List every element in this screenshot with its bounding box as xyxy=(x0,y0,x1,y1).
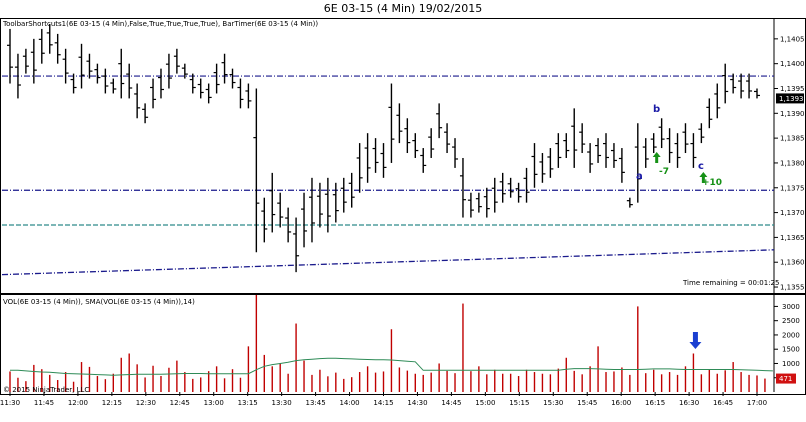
time-tick-label: 16:00 xyxy=(611,399,631,407)
price-tick-label: 1,1395 xyxy=(780,85,805,93)
price-tick-label: 1,1400 xyxy=(780,60,805,68)
annotation-plus10: +10 xyxy=(702,178,723,188)
time-tick-label: 12:00 xyxy=(68,399,88,407)
trendline xyxy=(1,249,775,276)
last-volume-tag xyxy=(776,373,796,384)
annotation-b: b xyxy=(653,104,661,115)
price-tick-label: 1,1380 xyxy=(780,159,805,167)
last-price-tag xyxy=(776,93,804,104)
price-indicator-label: ToolbarShortcuts1(6E 03-15 (4 Min),False… xyxy=(3,20,319,28)
volume-tick-label: 1500 xyxy=(782,346,800,354)
time-remaining-label: Time remaining = 00:01:25 xyxy=(683,279,780,287)
annotation-a: a xyxy=(636,171,643,182)
price-tick-label: 1,1370 xyxy=(780,209,805,217)
window-title: 6E 03-15 (4 Min) 19/02/2015 xyxy=(323,2,483,15)
price-tick-label: 1,1385 xyxy=(780,135,805,143)
time-tick-label: 16:30 xyxy=(679,399,699,407)
time-tick-label: 12:15 xyxy=(102,399,122,407)
time-tick-label: 16:45 xyxy=(713,399,733,407)
arrow-down-icon xyxy=(689,332,702,349)
time-tick-label: 15:45 xyxy=(577,399,597,407)
sma-line xyxy=(10,357,773,376)
price-tick-label: 1,1390 xyxy=(780,110,805,118)
last-price-label: 1,1393 xyxy=(779,95,804,103)
time-tick-label: 14:00 xyxy=(339,399,359,407)
time-tick-label: 15:15 xyxy=(509,399,529,407)
arrow-up-icon xyxy=(699,172,708,183)
arrow-up-icon xyxy=(652,152,661,163)
last-volume-label: 471 xyxy=(779,375,792,383)
price-tick-label: 1,1365 xyxy=(780,234,805,242)
time-tick-label: 13:30 xyxy=(272,399,292,407)
price-tick-label: 1,1375 xyxy=(780,184,805,192)
time-tick-label: 14:15 xyxy=(373,399,393,407)
volume-tick-label: 2000 xyxy=(782,331,800,339)
annotation-minus7: -7 xyxy=(659,167,669,177)
time-tick-label: 17:00 xyxy=(747,399,767,407)
time-tick-label: 16:15 xyxy=(645,399,665,407)
time-tick-label: 15:00 xyxy=(475,399,495,407)
time-tick-label: 11:30 xyxy=(0,399,20,407)
time-tick-label: 13:15 xyxy=(238,399,258,407)
annotation-c: c xyxy=(698,161,704,172)
time-tick-label: 11:45 xyxy=(34,399,54,407)
volume-tick-label: 2500 xyxy=(782,317,800,325)
price-tick-label: 1,1360 xyxy=(780,259,805,267)
time-tick-label: 13:00 xyxy=(204,399,224,407)
time-tick-label: 13:45 xyxy=(305,399,325,407)
copyright-label: © 2015 NinjaTrader, LLC xyxy=(3,386,90,394)
volume-indicator-label: VOL(6E 03-15 (4 Min)), SMA(VOL(6E 03-15 … xyxy=(3,298,195,306)
price-tick-label: 1,1355 xyxy=(780,284,805,292)
price-tick-label: 1,1405 xyxy=(780,35,805,43)
volume-tick-label: 3000 xyxy=(782,303,800,311)
time-tick-label: 15:30 xyxy=(543,399,563,407)
volume-tick-label: 1000 xyxy=(782,360,800,368)
time-tick-label: 12:30 xyxy=(136,399,156,407)
time-tick-label: 14:30 xyxy=(407,399,427,407)
time-tick-label: 14:45 xyxy=(441,399,461,407)
time-tick-label: 12:45 xyxy=(170,399,190,407)
